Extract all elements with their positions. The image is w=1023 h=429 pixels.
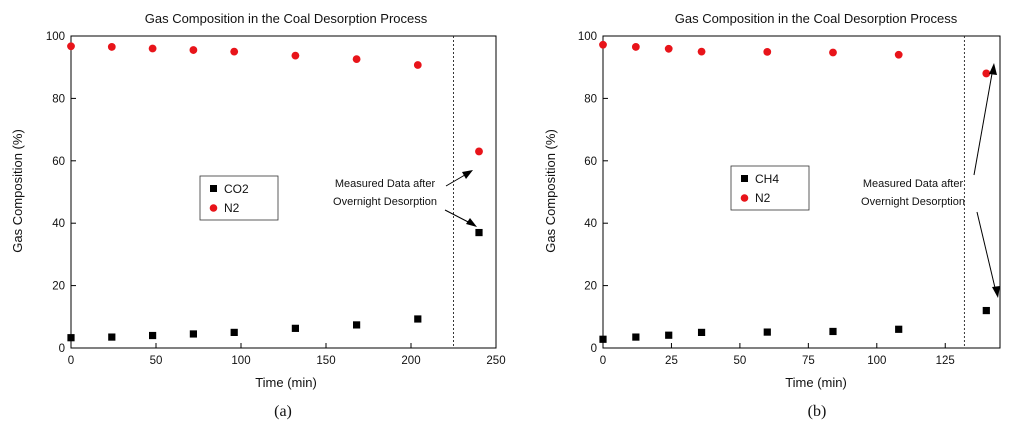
x-tick-label: 100 [867, 355, 886, 367]
chart-title: Gas Composition in the Coal Desorption P… [675, 11, 958, 26]
x-tick-label: 150 [316, 355, 335, 367]
chart-panel-b: 0 25 50 75 100 125 0 20 40 60 80 100 Gas Compositio… [543, 11, 1001, 420]
data-point-co2 [291, 324, 299, 332]
y-tick-label: 0 [591, 343, 597, 355]
data-point-co2 [67, 334, 75, 342]
data-point-n2 [894, 50, 903, 59]
legend-label-n2: N2 [224, 201, 240, 215]
panel-caption: (b) [808, 403, 827, 420]
legend-box [730, 165, 810, 211]
chart-panel-a: 0 50 100 150 200 250 0 20 40 60 80 100 Gas Composit… [10, 11, 506, 420]
y-tick-label: 60 [584, 156, 597, 168]
x-tick-label: 0 [68, 355, 74, 367]
data-point-ch4 [665, 331, 673, 339]
panel-caption: (a) [274, 403, 292, 420]
data-point-n2 [982, 69, 991, 78]
data-point-n2 [631, 43, 640, 51]
y-axis-label: Gas Composition (%) [10, 129, 25, 253]
legend-label-ch4: CH4 [755, 172, 779, 186]
annotation-line-1: Measured Data after [335, 178, 436, 190]
data-point-ch4 [632, 333, 640, 341]
annotation-arrowhead-lower [992, 286, 1000, 298]
data-point-n2 [107, 43, 116, 51]
data-point-ch4 [982, 306, 990, 315]
data-point-n2 [829, 48, 837, 57]
x-tick-label: 50 [733, 355, 746, 367]
y-tick-label: 20 [584, 281, 597, 293]
legend-marker-co2 [210, 185, 217, 192]
data-point-co2 [353, 321, 361, 329]
plot-frame [70, 35, 497, 349]
x-tick-label: 100 [231, 355, 250, 367]
chart-title: Gas Composition in the Coal Desorption P… [145, 11, 428, 26]
data-point-n2 [189, 46, 198, 54]
annotation-arrow-lower [976, 211, 997, 293]
y-tick-label: 0 [59, 343, 65, 355]
data-point-ch4 [829, 327, 837, 336]
annotation-arrowhead-upper [989, 63, 997, 75]
x-tick-label: 125 [936, 355, 955, 367]
annotation-arrowhead-lower [466, 218, 477, 227]
annotation-arrowhead-upper [462, 170, 473, 179]
x-tick-label: 200 [401, 355, 420, 367]
data-point-ch4 [763, 328, 771, 336]
data-point-co2 [475, 228, 483, 237]
x-tick-label: 50 [150, 355, 163, 367]
legend-label-n2: N2 [755, 191, 771, 205]
data-point-n2 [763, 48, 772, 56]
data-point-ch4 [895, 325, 903, 333]
x-axis-label: Time (min) [785, 375, 847, 390]
y-tick-label: 40 [584, 218, 597, 230]
annotation-line-2: Overnight Desorption [333, 196, 437, 208]
y-tick-label: 20 [52, 281, 65, 293]
x-tick-label: 75 [802, 355, 815, 367]
data-point-co2 [414, 315, 422, 323]
legend: CH4 N2 [730, 165, 810, 211]
data-point-co2 [230, 328, 238, 336]
legend-box [199, 175, 279, 221]
data-point-ch4 [599, 335, 607, 343]
data-point-n2 [413, 61, 422, 69]
data-point-n2 [475, 147, 483, 156]
data-point-n2 [697, 47, 706, 56]
x-axis-label: Time (min) [255, 375, 317, 390]
annotation-arrow-upper [973, 67, 994, 176]
y-tick-label: 60 [52, 156, 65, 168]
legend: CO2 N2 [199, 175, 279, 221]
legend-marker-n2 [740, 194, 749, 202]
y-tick-label: 80 [584, 93, 597, 105]
y-axis-label: Gas Composition (%) [543, 129, 558, 253]
y-tick-label: 100 [578, 31, 597, 43]
data-point-co2 [189, 330, 197, 338]
data-point-n2 [599, 40, 607, 49]
legend-marker-n2 [209, 204, 218, 212]
data-point-n2 [230, 47, 239, 56]
data-point-n2 [67, 42, 75, 51]
x-tick-label: 0 [600, 355, 606, 367]
data-point-n2 [352, 55, 361, 63]
x-tick-label: 250 [486, 355, 505, 367]
data-point-n2 [148, 44, 157, 53]
data-point-ch4 [697, 328, 706, 336]
data-point-co2 [108, 333, 116, 341]
annotation-line-1: Measured Data after [863, 178, 964, 190]
y-tick-label: 80 [52, 93, 65, 105]
x-tick-label: 25 [665, 355, 678, 367]
annotation-line-2: Overnight Desorption [861, 196, 965, 208]
y-tick-label: 40 [52, 218, 65, 230]
y-tick-label: 100 [46, 31, 65, 43]
plot-frame [602, 35, 1001, 349]
legend-label-co2: CO2 [224, 182, 249, 196]
data-point-n2 [664, 44, 673, 53]
data-point-n2 [291, 51, 300, 60]
data-point-co2 [149, 331, 157, 340]
legend-marker-ch4 [741, 175, 748, 182]
